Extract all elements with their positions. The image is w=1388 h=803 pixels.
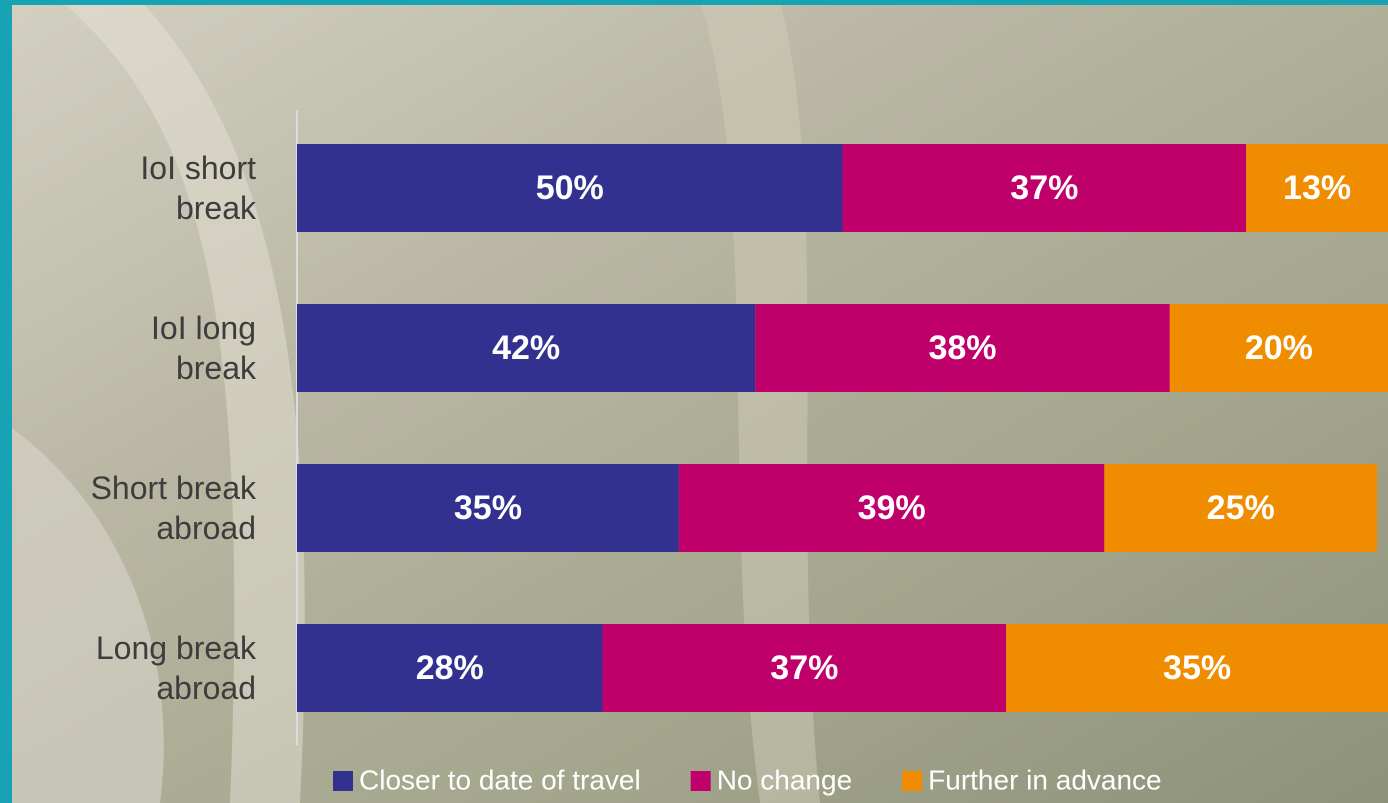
category-label: IoI long break: [16, 308, 256, 388]
value-label: 28%: [416, 649, 484, 687]
category-label: IoI short break: [16, 148, 256, 228]
value-label: 35%: [1163, 649, 1231, 687]
value-label: 38%: [928, 329, 996, 367]
value-label: 39%: [858, 489, 926, 527]
value-label: 20%: [1245, 329, 1313, 367]
value-label: 42%: [492, 329, 560, 367]
frame-top: [0, 0, 1388, 5]
value-label: 50%: [536, 169, 604, 207]
value-label: 13%: [1283, 169, 1351, 207]
legend-swatch: [333, 771, 353, 791]
value-label: 35%: [454, 489, 522, 527]
frame-left: [0, 0, 12, 803]
category-label: Short break abroad: [16, 468, 256, 548]
value-label: 25%: [1207, 489, 1275, 527]
value-label: 37%: [1010, 169, 1078, 207]
legend-label: Further in advance: [928, 764, 1161, 795]
legend-swatch: [691, 771, 711, 791]
page: {"chart_data": {"type": "stacked-bar-hor…: [0, 0, 1388, 803]
legend-label: Closer to date of travel: [359, 764, 641, 795]
legend-label: No change: [717, 764, 852, 795]
category-label: Long break abroad: [16, 628, 256, 708]
legend-swatch: [902, 771, 922, 791]
value-label: 37%: [770, 649, 838, 687]
